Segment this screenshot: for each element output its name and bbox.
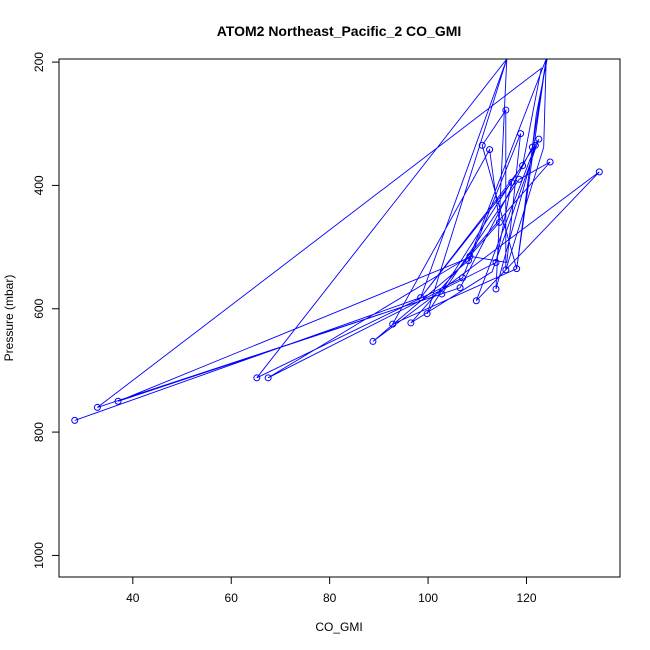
y-tick-label: 1000 [32, 542, 46, 569]
data-point [264, 374, 272, 382]
data-point [517, 130, 525, 138]
data-point [486, 146, 494, 154]
plot-lines [74, 59, 600, 421]
data-point [417, 294, 425, 302]
data-point [495, 218, 503, 226]
x-tick-label: 120 [516, 591, 536, 605]
data-point [253, 374, 261, 382]
data-point [438, 290, 446, 298]
y-tick-label: 800 [32, 422, 46, 442]
chart-title: ATOM2 Northeast_Pacific_2 CO_GMI [217, 23, 462, 39]
data-point [535, 135, 543, 143]
y-axis-label: Pressure (mbar) [2, 275, 16, 362]
data-point [466, 252, 474, 260]
y-axis: 200 400 600 800 1000 [32, 52, 60, 569]
data-point [456, 284, 464, 292]
y-tick-label: 600 [32, 298, 46, 318]
data-point [472, 297, 480, 305]
y-tick-label: 200 [32, 52, 46, 72]
data-point [423, 310, 431, 318]
data-point [71, 416, 79, 424]
data-point [531, 141, 539, 149]
data-point [464, 257, 472, 265]
data-point [492, 285, 500, 293]
series-line [74, 59, 600, 421]
data-point [93, 403, 101, 411]
x-tick-label: 80 [323, 591, 337, 605]
data-point [519, 162, 527, 170]
data-point [459, 274, 467, 282]
x-tick-label: 100 [418, 591, 438, 605]
data-point [369, 337, 377, 345]
x-axis: 40 60 80 100 120 [126, 576, 537, 605]
x-tick-label: 40 [126, 591, 140, 605]
data-point [478, 141, 486, 149]
data-point [114, 397, 122, 405]
data-point [513, 265, 521, 273]
data-point [515, 175, 523, 183]
data-point [502, 106, 510, 114]
x-axis-label: CO_GMI [315, 620, 362, 634]
data-point [502, 266, 510, 274]
plot-points [71, 106, 603, 424]
y-tick-label: 400 [32, 175, 46, 195]
data-point [492, 259, 500, 266]
data-point [546, 158, 554, 166]
data-point [389, 320, 397, 328]
x-tick-label: 60 [225, 591, 239, 605]
data-point [407, 319, 415, 327]
data-point [508, 178, 516, 186]
data-point [595, 168, 603, 176]
